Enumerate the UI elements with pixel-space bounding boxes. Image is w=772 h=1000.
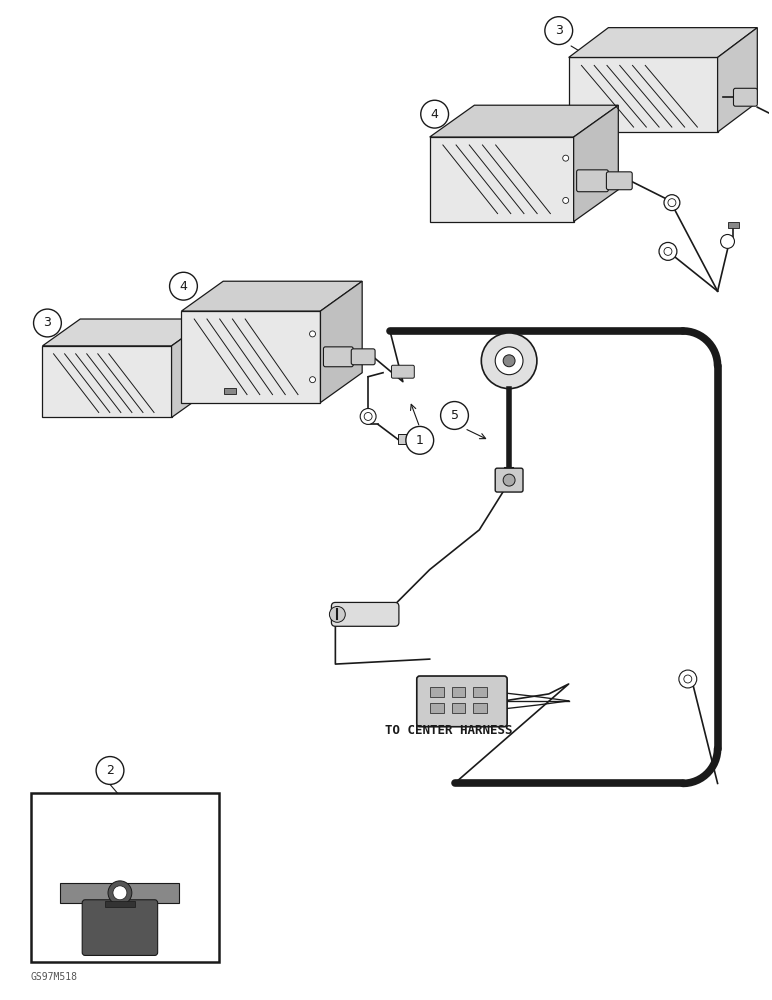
Bar [224, 388, 236, 394]
Circle shape [108, 881, 132, 905]
Circle shape [495, 347, 523, 375]
Polygon shape [574, 105, 618, 222]
Polygon shape [181, 281, 362, 311]
Circle shape [684, 675, 692, 683]
FancyBboxPatch shape [606, 172, 632, 190]
Circle shape [563, 155, 569, 161]
FancyBboxPatch shape [82, 900, 157, 955]
Polygon shape [320, 281, 362, 403]
Bar [430, 687, 444, 697]
Bar [105, 901, 135, 907]
Circle shape [481, 333, 537, 389]
Polygon shape [430, 137, 574, 222]
Bar [473, 687, 487, 697]
Bar [430, 703, 444, 713]
FancyBboxPatch shape [331, 602, 399, 626]
Circle shape [668, 199, 676, 207]
Bar [452, 687, 466, 697]
Circle shape [503, 355, 515, 367]
Circle shape [421, 100, 449, 128]
Polygon shape [171, 319, 209, 417]
Circle shape [659, 242, 677, 260]
FancyBboxPatch shape [351, 349, 375, 365]
Circle shape [664, 247, 672, 255]
Polygon shape [430, 105, 618, 137]
Bar [727, 222, 740, 228]
Bar [31, 793, 219, 962]
FancyBboxPatch shape [323, 347, 354, 367]
FancyBboxPatch shape [733, 88, 757, 106]
Polygon shape [718, 28, 757, 132]
Text: 4: 4 [431, 108, 438, 121]
Polygon shape [60, 883, 180, 903]
Bar [398, 434, 420, 444]
Circle shape [33, 309, 61, 337]
Circle shape [441, 402, 469, 429]
Text: 1: 1 [416, 434, 424, 447]
Circle shape [664, 195, 680, 211]
Circle shape [563, 197, 569, 203]
Polygon shape [181, 311, 320, 403]
Circle shape [310, 331, 316, 337]
Circle shape [170, 272, 198, 300]
Text: GS97M518: GS97M518 [31, 972, 77, 982]
Text: TO CENTER HARNESS: TO CENTER HARNESS [385, 724, 513, 737]
Polygon shape [42, 319, 209, 346]
Circle shape [330, 606, 345, 622]
Circle shape [679, 670, 697, 688]
Circle shape [96, 757, 124, 784]
Circle shape [310, 377, 316, 383]
Circle shape [545, 17, 573, 45]
FancyBboxPatch shape [391, 365, 415, 378]
Text: 3: 3 [555, 24, 563, 37]
Bar [452, 703, 466, 713]
Circle shape [720, 234, 734, 248]
Bar [473, 703, 487, 713]
Polygon shape [569, 57, 718, 132]
Text: 3: 3 [43, 316, 52, 329]
Polygon shape [569, 28, 757, 57]
Circle shape [406, 426, 434, 454]
Text: 5: 5 [451, 409, 459, 422]
Circle shape [364, 412, 372, 420]
Polygon shape [42, 346, 171, 417]
Text: 4: 4 [180, 280, 188, 293]
Circle shape [113, 886, 127, 900]
FancyBboxPatch shape [577, 170, 608, 192]
FancyBboxPatch shape [417, 676, 507, 727]
Text: 2: 2 [106, 764, 114, 777]
Circle shape [361, 409, 376, 424]
Circle shape [503, 474, 515, 486]
FancyBboxPatch shape [495, 468, 523, 492]
